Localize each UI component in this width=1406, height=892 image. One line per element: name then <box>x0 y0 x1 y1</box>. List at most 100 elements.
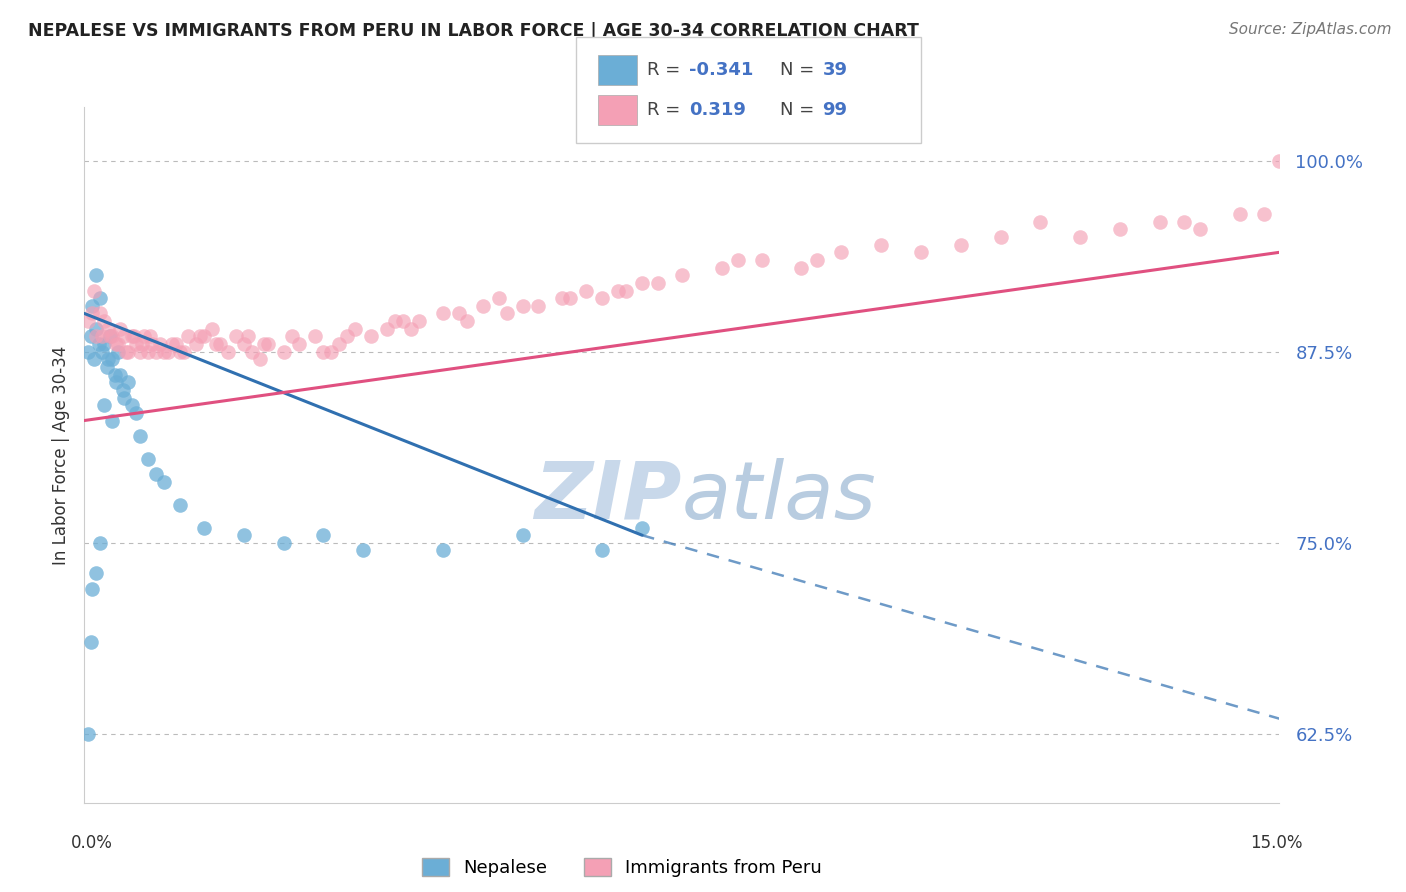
Text: 39: 39 <box>823 61 848 78</box>
Point <box>360 329 382 343</box>
Point <box>149 337 172 351</box>
Point <box>456 314 478 328</box>
Point <box>101 352 124 367</box>
Point <box>710 260 733 275</box>
Point <box>153 344 176 359</box>
Point <box>87 337 110 351</box>
Point <box>344 322 367 336</box>
Point <box>1149 215 1171 229</box>
Point <box>647 276 669 290</box>
Point <box>560 291 582 305</box>
Point <box>77 314 100 328</box>
Point <box>236 329 259 343</box>
Point <box>110 368 132 382</box>
Point <box>173 344 195 359</box>
Point <box>1253 207 1275 221</box>
Point <box>447 306 470 320</box>
Point <box>631 276 654 290</box>
Point <box>117 344 139 359</box>
Point <box>193 329 215 343</box>
Point <box>110 322 132 336</box>
Point <box>288 337 311 351</box>
Text: -0.341: -0.341 <box>689 61 754 78</box>
Point <box>205 337 228 351</box>
Point <box>990 230 1012 244</box>
Point <box>136 451 159 466</box>
Point <box>77 344 100 359</box>
Point <box>910 245 932 260</box>
Point <box>112 391 135 405</box>
Point <box>512 528 534 542</box>
Point <box>312 344 335 359</box>
Point <box>101 329 124 343</box>
Point <box>107 344 129 359</box>
Point <box>273 536 295 550</box>
Point <box>614 284 637 298</box>
Point <box>90 329 112 343</box>
Text: ZIP: ZIP <box>534 458 682 536</box>
Point <box>114 344 136 359</box>
Point <box>138 329 160 343</box>
Point <box>193 520 215 534</box>
Point <box>77 727 100 741</box>
Point <box>107 337 129 351</box>
Point <box>188 329 211 343</box>
Text: R =: R = <box>647 61 686 78</box>
Point <box>82 582 104 596</box>
Text: N =: N = <box>780 61 820 78</box>
Point <box>121 398 143 412</box>
Point <box>1173 215 1195 229</box>
Point <box>273 344 295 359</box>
Point <box>1109 222 1132 236</box>
Point <box>105 337 128 351</box>
Text: 0.0%: 0.0% <box>70 834 112 852</box>
Point <box>949 237 972 252</box>
Point <box>1229 207 1251 221</box>
Point <box>97 352 120 367</box>
Point <box>352 543 374 558</box>
Point <box>169 498 191 512</box>
Point <box>751 252 773 267</box>
Text: R =: R = <box>647 101 686 119</box>
Point <box>1069 230 1091 244</box>
Point <box>121 329 143 343</box>
Point <box>93 398 115 412</box>
Point <box>177 329 200 343</box>
Point <box>117 376 139 390</box>
Point <box>201 322 224 336</box>
Text: 99: 99 <box>823 101 848 119</box>
Point <box>141 337 163 351</box>
Point <box>512 299 534 313</box>
Point <box>93 337 115 351</box>
Point <box>312 528 335 542</box>
Point <box>1268 153 1291 168</box>
Point <box>575 284 598 298</box>
Point <box>157 344 180 359</box>
Point <box>96 359 118 374</box>
Text: NEPALESE VS IMMIGRANTS FROM PERU IN LABOR FORCE | AGE 30-34 CORRELATION CHART: NEPALESE VS IMMIGRANTS FROM PERU IN LABO… <box>28 22 920 40</box>
Point <box>607 284 630 298</box>
Point <box>591 291 613 305</box>
Point <box>375 322 398 336</box>
Point <box>105 376 128 390</box>
Point <box>169 344 191 359</box>
Point <box>631 520 654 534</box>
Point <box>131 337 153 351</box>
Point <box>225 329 247 343</box>
Point <box>98 329 121 343</box>
Text: 0.319: 0.319 <box>689 101 745 119</box>
Point <box>84 322 107 336</box>
Point <box>591 543 613 558</box>
Point <box>232 337 254 351</box>
Point <box>84 329 107 343</box>
Point <box>217 344 239 359</box>
Point <box>89 291 111 305</box>
Point <box>84 268 107 283</box>
Point <box>256 337 278 351</box>
Point <box>101 413 124 427</box>
Point <box>432 306 454 320</box>
Point <box>125 406 148 420</box>
Point <box>830 245 852 260</box>
Point <box>392 314 415 328</box>
Point <box>83 284 105 298</box>
